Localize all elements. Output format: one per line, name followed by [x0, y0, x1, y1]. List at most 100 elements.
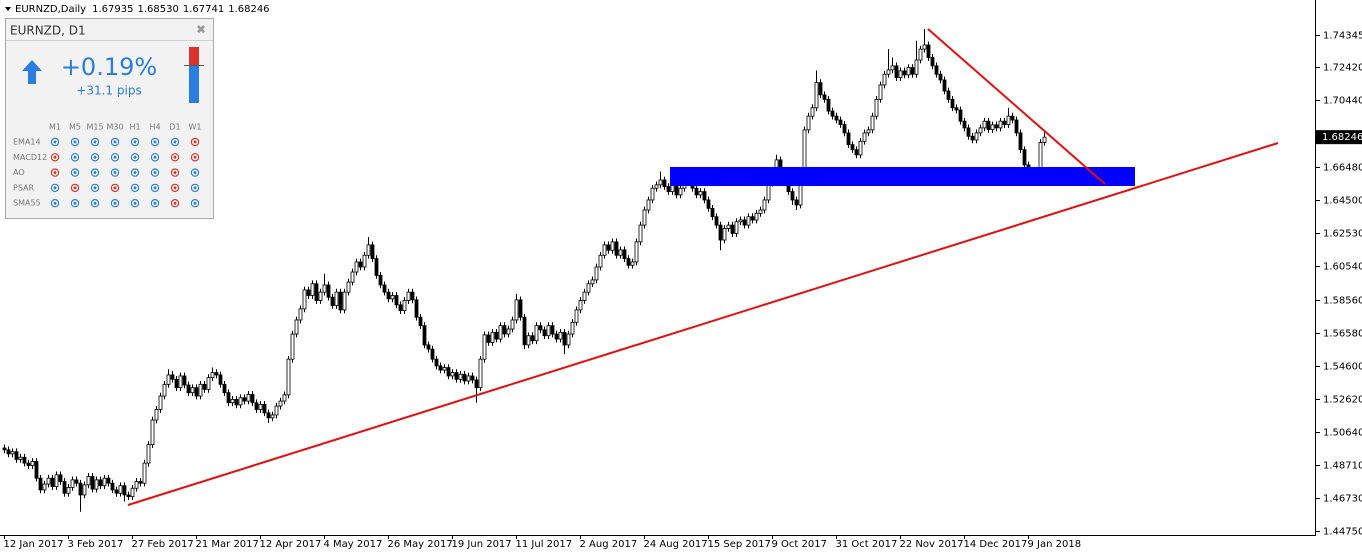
high-value: 1.68530 [137, 4, 178, 15]
indicator-label: AO [13, 168, 25, 177]
candle-body [794, 199, 799, 206]
signal-dot [113, 186, 117, 190]
signal-dot [53, 155, 57, 159]
candle-body [930, 57, 935, 67]
candle-body [222, 383, 227, 394]
x-tick-label: 4 May 2017 [324, 539, 383, 550]
candle-body [198, 383, 203, 397]
candle-body [914, 59, 919, 75]
candle-body [830, 110, 835, 117]
candle-body [710, 207, 715, 218]
signal-dot [73, 186, 77, 190]
candle-body [330, 296, 335, 306]
candle-body [326, 284, 331, 298]
candle-body [462, 373, 467, 382]
timeframe-label: D1 [169, 123, 180, 132]
candle-body [718, 224, 723, 241]
candle-body [758, 209, 763, 214]
candle-body [46, 477, 51, 485]
candle-body [190, 387, 195, 394]
y-tick-label: 1.54600 [1323, 362, 1362, 373]
candle-body [854, 149, 859, 156]
candle-body [482, 334, 487, 360]
candle-body [242, 397, 247, 402]
candle-body [350, 271, 355, 283]
candle-body [1014, 119, 1019, 134]
candle-body [130, 487, 135, 498]
candle-body [738, 219, 743, 223]
candle-body [274, 405, 279, 416]
candle-body [574, 309, 579, 323]
candle-body [90, 476, 95, 490]
candle-body [182, 375, 187, 386]
candle-body [594, 266, 599, 281]
candle-body [502, 325, 507, 335]
candle-body [678, 187, 683, 196]
candle-body [194, 387, 199, 397]
candle-body [402, 300, 407, 311]
candle-body [302, 289, 307, 310]
candle-body [422, 325, 427, 346]
signal-dot [73, 140, 77, 144]
candle-body [10, 451, 15, 455]
candle-body [318, 291, 323, 301]
signal-dot [93, 155, 97, 159]
candle-body [322, 284, 327, 293]
y-tick-label: 1.64500 [1323, 196, 1362, 207]
candle-body [478, 358, 483, 389]
close-button[interactable]: ✖ [196, 23, 206, 37]
candle-body [166, 374, 171, 385]
signal-widget: EURNZD, D1 ✖ +0.19% +31.1 pips M1 M5 M15 M3… [5, 18, 214, 219]
candle-body [946, 90, 951, 100]
timeframe-label: M15 [86, 123, 103, 132]
signal-dot [173, 201, 177, 205]
candle-body [526, 335, 531, 346]
candle-body [730, 224, 735, 234]
candle-body [882, 73, 887, 86]
candle-body [374, 258, 379, 276]
candle-body [586, 283, 591, 293]
timeframe-label: H4 [149, 123, 160, 132]
signal-dot [153, 171, 157, 175]
candle-body [454, 372, 459, 380]
candle-body [458, 373, 463, 380]
candle-body [994, 124, 999, 129]
signal-dot [73, 171, 77, 175]
candle-body [578, 300, 583, 311]
candle-body [974, 132, 979, 141]
candle-body [434, 358, 439, 367]
x-tick-label: 2 Aug 2017 [580, 539, 638, 550]
candle-body [510, 319, 515, 330]
candle-body [26, 462, 31, 467]
indicator-label: EMA14 [13, 138, 41, 147]
candle-body [282, 394, 287, 402]
y-tick-label: 1.52620 [1323, 395, 1362, 406]
candle-body [78, 482, 83, 496]
y-tick-label: 1.70440 [1323, 96, 1362, 107]
menu-arrow[interactable] [5, 7, 11, 11]
candle-body [126, 494, 131, 498]
candle-body [870, 115, 875, 131]
candle-body [86, 476, 91, 486]
candle-body [846, 132, 851, 146]
candle-body [294, 319, 299, 335]
candle-body [562, 331, 567, 346]
candle-body [958, 109, 963, 122]
candle-body [966, 127, 971, 137]
candle-body [522, 316, 527, 346]
candle-body [62, 481, 67, 494]
candle-body [486, 334, 491, 343]
candle-body [334, 291, 339, 306]
candle-body [926, 44, 931, 58]
candle-body [122, 485, 127, 496]
trend-line [127, 142, 1279, 506]
indicator-label: PSAR [13, 183, 35, 192]
candle-body [606, 244, 611, 251]
candle-body [2, 447, 7, 451]
candle-body [834, 115, 839, 121]
candle-body [226, 392, 231, 404]
candle-body [742, 219, 747, 226]
candle-body [82, 484, 87, 496]
candle-body [962, 120, 967, 129]
